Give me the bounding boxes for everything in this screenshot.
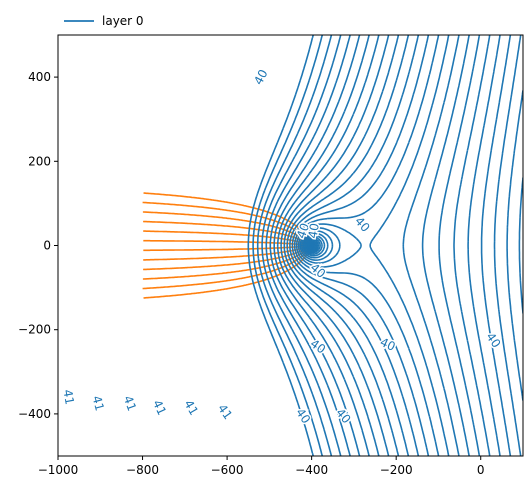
head-contours [247, 35, 523, 456]
head-contour-line [247, 35, 314, 456]
streamline [143, 192, 312, 244]
head-contour-line [291, 35, 430, 456]
streamline [142, 247, 311, 290]
head-contour-line [286, 35, 410, 456]
head-contour-line [305, 35, 522, 456]
head-contour-line [299, 35, 470, 456]
streamline [142, 201, 311, 244]
head-contour-line [252, 35, 324, 456]
contour-label: 41 [215, 402, 235, 423]
contour-label: 41 [181, 397, 201, 417]
head-contour-line [300, 35, 481, 456]
y-tick-label: 200 [28, 154, 51, 168]
x-tick-label: −400 [295, 463, 328, 477]
legend: layer 0 [64, 14, 144, 28]
y-tick-label: −400 [18, 407, 51, 421]
x-tick-label: −600 [211, 463, 244, 477]
streamline [143, 247, 312, 299]
head-contour-line [276, 35, 380, 456]
head-contour-line [283, 35, 400, 456]
head-contour-line [273, 35, 370, 456]
contour-label: 40 [306, 222, 322, 239]
contour-label: 41 [60, 388, 76, 405]
head-contour-line [265, 35, 351, 456]
head-contour-line [269, 35, 361, 456]
head-contour-line [289, 35, 420, 456]
contour-label: 41 [150, 398, 169, 418]
contour-label: 41 [121, 394, 139, 413]
head-contour-line [280, 35, 390, 456]
contour-label: 40 [378, 335, 398, 354]
x-tick-label: −200 [380, 463, 413, 477]
x-axis: −1000 −800 −600 −400 −200 0 [38, 456, 485, 477]
x-tick-label: 0 [477, 463, 485, 477]
head-contour-line [302, 35, 491, 456]
head-contour-line [297, 35, 460, 456]
head-contour-line [303, 35, 501, 456]
head-contour-line [293, 35, 440, 456]
y-tick-label: 400 [28, 70, 51, 84]
head-contour-line [256, 35, 333, 456]
x-tick-label: −800 [126, 463, 159, 477]
contour-label: 41 [89, 394, 106, 412]
legend-label: layer 0 [102, 14, 144, 28]
head-contour-line [261, 35, 342, 456]
x-tick-label: −1000 [38, 463, 79, 477]
contour-label: 40 [483, 330, 503, 351]
head-contour-line [295, 35, 450, 456]
y-axis: −400 −200 0 200 400 [18, 70, 58, 421]
contour-label: 40 [294, 221, 312, 240]
streamline [142, 246, 311, 280]
contour-label: 40 [251, 67, 271, 87]
contour-label: 40 [293, 406, 313, 427]
y-tick-label: 0 [43, 239, 51, 253]
streamline [142, 211, 311, 245]
y-tick-label: −200 [18, 323, 51, 337]
head-contour-line [304, 35, 512, 456]
